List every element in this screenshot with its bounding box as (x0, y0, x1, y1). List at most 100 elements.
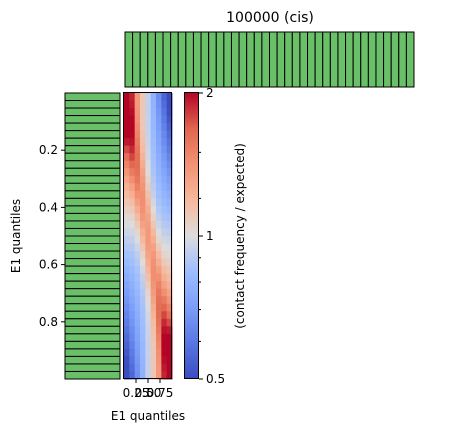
left-histogram-bar (64, 152, 121, 162)
heatmap-cell (150, 183, 157, 192)
heatmap-cell (156, 341, 162, 350)
top-histogram-bar (352, 31, 362, 88)
heatmap-cell (129, 296, 136, 305)
left-histogram-bar (64, 258, 121, 267)
heatmap-cell (161, 258, 168, 267)
heatmap-cell (140, 281, 146, 290)
heatmap-cell (156, 130, 162, 139)
heatmap-cell (156, 333, 162, 342)
left-histogram-bar (64, 130, 121, 139)
heatmap-cell (140, 303, 146, 312)
colorbar (184, 92, 199, 379)
heatmap-cell (166, 175, 173, 184)
top-histogram-bar (147, 31, 156, 88)
heatmap-cell (124, 281, 130, 290)
heatmap-cell (140, 258, 146, 267)
heatmap-cell (150, 371, 157, 380)
colorbar-tick-label: 0.5 (206, 372, 225, 386)
heatmap-cell (129, 115, 136, 124)
heatmap-cell (150, 243, 157, 252)
heatmap-cell (124, 258, 130, 267)
heatmap-cell (129, 341, 136, 350)
heatmap-cell (140, 115, 146, 124)
top-histogram-bar (314, 31, 324, 88)
top-histogram-bar (200, 31, 210, 88)
heatmap-cell (134, 266, 141, 275)
heatmap-cell (134, 296, 141, 305)
top-histogram-bar (360, 31, 369, 88)
heatmap-cell (140, 348, 146, 357)
heatmap-cell (156, 160, 162, 169)
heatmap-cell (140, 341, 146, 350)
heatmap-cell (166, 108, 173, 117)
heatmap-cell (150, 168, 157, 177)
left-histogram-bar (64, 235, 121, 245)
heatmap-cell (140, 160, 146, 169)
heatmap-cell (124, 288, 130, 297)
heatmap-cell (124, 303, 130, 312)
heatmap-cell (124, 356, 130, 365)
heatmap-cell (140, 130, 146, 139)
left-histogram-bar (64, 122, 121, 132)
heatmap-cell (156, 123, 162, 132)
heatmap-cell (150, 303, 157, 312)
heatmap-cell (145, 258, 152, 267)
heatmap-cell (140, 371, 146, 380)
heatmap-cell (124, 168, 130, 177)
heatmap-cell (150, 348, 157, 357)
heatmap-cell (161, 333, 168, 342)
heatmap-cell (140, 93, 146, 102)
heatmap-cell (129, 93, 136, 102)
heatmap-cell (145, 190, 152, 199)
heatmap-cell (166, 123, 173, 132)
left-histogram-bar (64, 220, 121, 229)
heatmap-cell (161, 145, 168, 154)
x-tick-label: 0.25 (123, 386, 150, 400)
top-histogram-bar (223, 31, 232, 88)
heatmap-cell (150, 333, 157, 342)
heatmap-cell (166, 341, 173, 350)
heatmap-cell (140, 251, 146, 260)
left-histogram-bar (64, 92, 121, 102)
heatmap-cell (124, 333, 130, 342)
heatmap-cell (124, 108, 130, 117)
heatmap-cell (129, 130, 136, 139)
heatmap-cell (145, 333, 152, 342)
top-histogram-bar (253, 31, 263, 88)
heatmap-cell (150, 175, 157, 184)
heatmap-cell (124, 363, 130, 372)
heatmap-cell (145, 93, 152, 102)
heatmap-cell (134, 115, 141, 124)
heatmap-cell (145, 296, 152, 305)
heatmap-cell (166, 356, 173, 365)
heatmap-cell (145, 243, 152, 252)
heatmap-cell (129, 371, 136, 380)
heatmap-cell (124, 213, 130, 222)
heatmap-cell (161, 228, 168, 237)
left-histogram-bar (64, 197, 121, 207)
heatmap-cell (150, 281, 157, 290)
heatmap-cell (134, 175, 141, 184)
heatmap-cell (134, 236, 141, 245)
heatmap-cell (140, 175, 146, 184)
heatmap-cell (129, 251, 136, 260)
top-histogram (124, 31, 415, 88)
heatmap-cell (140, 311, 146, 320)
heatmap-cell (161, 108, 168, 117)
heatmap-cell (145, 160, 152, 169)
heatmap-cell (161, 205, 168, 214)
left-histogram-bar (64, 318, 121, 327)
heatmap-cell (161, 266, 168, 275)
heatmap-cell (129, 183, 136, 192)
left-histogram-bar (64, 303, 121, 312)
heatmap-cell (140, 205, 146, 214)
heatmap-cell (156, 205, 162, 214)
heatmap-cell (145, 213, 152, 222)
heatmap-cell (145, 303, 152, 312)
heatmap-cell (156, 153, 162, 162)
left-histogram-bar (64, 190, 121, 199)
heatmap-cell (161, 348, 168, 357)
heatmap-cell (129, 333, 136, 342)
top-histogram-bar (124, 31, 134, 88)
heatmap-cell (150, 251, 157, 260)
